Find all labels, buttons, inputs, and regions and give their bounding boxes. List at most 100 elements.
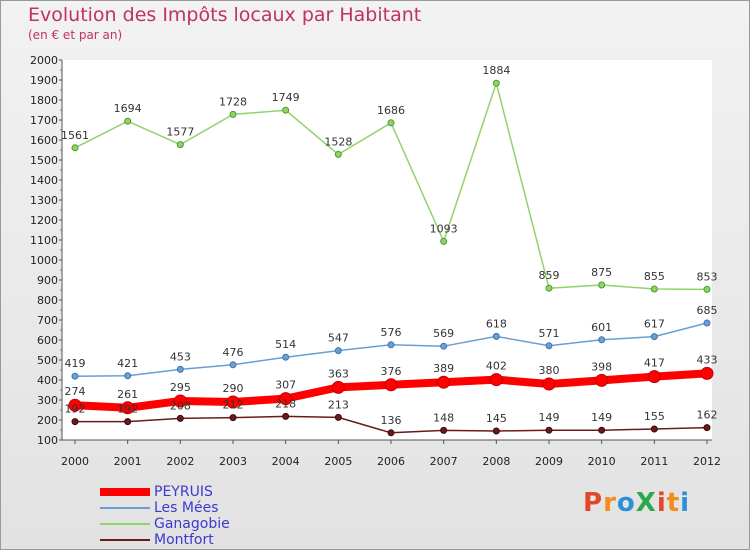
data-label: 1694 xyxy=(114,102,142,115)
data-label: 1728 xyxy=(219,95,247,108)
y-tick-label: 2000 xyxy=(30,54,58,67)
y-tick-label: 1500 xyxy=(30,154,58,167)
y-tick-label: 1400 xyxy=(30,174,58,187)
data-label: 421 xyxy=(117,357,138,370)
data-point xyxy=(124,117,132,125)
data-label: 192 xyxy=(117,403,138,416)
logo-letter: r xyxy=(603,488,617,518)
legend-label: PEYRUIS xyxy=(154,484,213,500)
data-label: 853 xyxy=(697,270,718,283)
x-tick-label: 2001 xyxy=(114,455,142,468)
data-point xyxy=(282,353,290,361)
data-point xyxy=(229,414,237,422)
data-point xyxy=(703,285,711,293)
data-label: 576 xyxy=(381,326,402,339)
data-label: 145 xyxy=(486,412,507,425)
legend-item: Ganagobie xyxy=(100,516,230,532)
data-label: 569 xyxy=(433,327,454,340)
data-point xyxy=(437,375,451,389)
data-point xyxy=(387,119,395,127)
data-point xyxy=(71,144,79,152)
x-tick-label: 2004 xyxy=(272,455,300,468)
data-point xyxy=(647,370,661,384)
data-point xyxy=(387,341,395,349)
data-point xyxy=(598,336,606,344)
data-point xyxy=(334,347,342,355)
y-tick-label: 700 xyxy=(37,314,58,327)
data-point xyxy=(440,426,448,434)
data-point xyxy=(124,418,132,426)
data-label: 417 xyxy=(644,357,665,370)
y-tick-label: 900 xyxy=(37,274,58,287)
data-point xyxy=(598,426,606,434)
y-tick-label: 1100 xyxy=(30,234,58,247)
logo-letter: i xyxy=(656,488,667,518)
data-label: 162 xyxy=(697,409,718,422)
data-label: 208 xyxy=(170,399,191,412)
x-tick-label: 2010 xyxy=(588,455,616,468)
legend-swatch xyxy=(100,523,150,525)
x-tick-label: 2011 xyxy=(640,455,668,468)
data-label: 402 xyxy=(486,360,507,373)
data-label: 376 xyxy=(381,365,402,378)
data-point xyxy=(121,401,135,415)
data-label: 601 xyxy=(591,321,612,334)
data-label: 685 xyxy=(697,304,718,317)
data-label: 859 xyxy=(539,269,560,282)
data-point xyxy=(700,366,714,380)
data-point xyxy=(387,429,395,437)
data-label: 1884 xyxy=(482,64,510,77)
data-point xyxy=(331,380,345,394)
data-point xyxy=(650,285,658,293)
x-tick-label: 2000 xyxy=(61,455,89,468)
data-label: 1577 xyxy=(166,126,194,139)
data-label: 155 xyxy=(644,410,665,423)
data-label: 295 xyxy=(170,381,191,394)
data-label: 389 xyxy=(433,362,454,375)
y-tick-label: 300 xyxy=(37,394,58,407)
data-point xyxy=(703,319,711,327)
legend-item: PEYRUIS xyxy=(100,484,230,500)
data-label: 419 xyxy=(65,357,86,370)
data-point xyxy=(176,141,184,149)
y-tick-label: 1800 xyxy=(30,94,58,107)
chart-subtitle: (en € et par an) xyxy=(28,28,123,42)
data-point xyxy=(282,106,290,114)
data-point xyxy=(492,332,500,340)
data-label: 875 xyxy=(591,266,612,279)
data-label: 212 xyxy=(223,399,244,412)
data-label: 1686 xyxy=(377,104,405,117)
logo-letter: t xyxy=(666,488,681,518)
data-label: 149 xyxy=(539,411,560,424)
x-tick-label: 2007 xyxy=(430,455,458,468)
logo-letter: o xyxy=(616,488,636,518)
y-tick-label: 600 xyxy=(37,334,58,347)
data-label: 213 xyxy=(328,398,349,411)
x-tick-label: 2003 xyxy=(219,455,247,468)
data-point xyxy=(650,333,658,341)
legend-label: Montfort xyxy=(154,532,214,548)
data-point xyxy=(545,342,553,350)
data-label: 274 xyxy=(65,385,86,398)
legend-item: Les Mées xyxy=(100,500,230,516)
data-point xyxy=(650,425,658,433)
data-point xyxy=(71,418,79,426)
legend-swatch xyxy=(100,539,150,541)
y-tick-label: 1900 xyxy=(30,74,58,87)
data-label: 192 xyxy=(65,403,86,416)
data-point xyxy=(226,395,240,409)
legend-item: Montfort xyxy=(100,532,230,548)
data-label: 307 xyxy=(275,379,296,392)
data-point xyxy=(492,79,500,87)
data-label: 1749 xyxy=(272,91,300,104)
x-tick-label: 2012 xyxy=(693,455,721,468)
data-label: 149 xyxy=(591,411,612,424)
y-tick-label: 800 xyxy=(37,294,58,307)
data-point xyxy=(173,394,187,408)
data-label: 380 xyxy=(539,364,560,377)
data-point xyxy=(334,150,342,158)
data-label: 261 xyxy=(117,388,138,401)
data-label: 618 xyxy=(486,317,507,330)
x-tick-label: 2005 xyxy=(324,455,352,468)
